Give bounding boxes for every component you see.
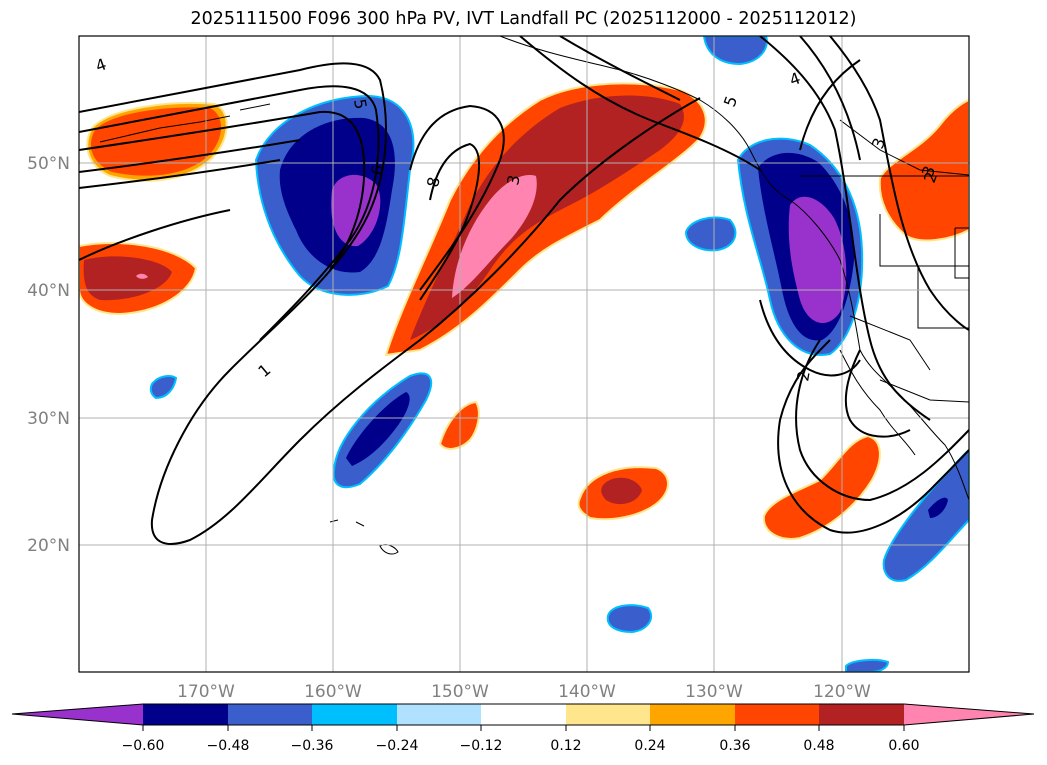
pv-blob-orange-center — [577, 466, 669, 521]
colorbar-extend-low — [12, 704, 143, 725]
colorbar-extend-high — [904, 704, 1034, 725]
lat-tick-label: 50°N — [27, 154, 70, 174]
contour-label: 5 — [350, 97, 370, 110]
colorbar-segment — [819, 704, 904, 725]
colorbar-segment — [312, 704, 397, 725]
lon-tick-labels: 170°W 160°W 150°W 140°W 130°W 120°W — [177, 682, 871, 702]
pv-blob-blue-top — [702, 36, 768, 66]
pv-trough-160w — [254, 94, 415, 296]
lat-tick-labels: 50°N 40°N 30°N 20°N — [27, 154, 70, 556]
pv-blob-blue-s1 — [606, 604, 653, 634]
lon-tick-label: 130°W — [685, 682, 743, 702]
pv-blob-blue-west — [149, 375, 178, 400]
colorbar-tick-label: 0.36 — [719, 738, 750, 754]
pv-blob-orange-s — [438, 400, 480, 450]
map-frame — [78, 35, 970, 673]
plot-area: 4 5 6 8 3 1 5 4 3 3 2 2 — [79, 36, 969, 672]
colorbar-tick-label: −0.48 — [207, 738, 250, 754]
colorbar-tick-label: 0.12 — [550, 738, 581, 754]
colorbar-tick-label: −0.36 — [291, 738, 334, 754]
contour-label: 3 — [503, 173, 523, 186]
lon-tick-label: 170°W — [177, 682, 235, 702]
map-title: 2025111500 F096 300 hPa PV, IVT Landfall… — [190, 9, 857, 29]
pv-trough-south — [332, 372, 433, 489]
colorbar-tick-label: −0.60 — [122, 738, 165, 754]
colorbar-segment — [481, 704, 566, 725]
colorbar-segment — [735, 704, 819, 725]
pv-trough-mexico — [882, 448, 969, 582]
colorbar: −0.60 −0.48 −0.36 −0.24 −0.12 0.12 0.24 … — [11, 703, 1035, 754]
lon-tick-label: 140°W — [558, 682, 616, 702]
lat-tick-label: 30°N — [27, 409, 70, 429]
ivt-contours — [79, 36, 969, 545]
coastlines — [99, 36, 969, 555]
contour-label: 8 — [423, 175, 443, 188]
colorbar-segment — [228, 704, 312, 725]
lon-tick-label: 150°W — [431, 682, 489, 702]
contour-label: 6 — [367, 163, 387, 176]
colorbar-segment — [143, 704, 228, 725]
colorbar-segment — [397, 704, 481, 725]
pv-blob-blue-s2 — [845, 658, 890, 672]
colorbar-segment — [566, 704, 650, 725]
contour-label: 2 — [793, 369, 813, 382]
borders — [800, 175, 969, 403]
lat-tick-label: 40°N — [27, 281, 70, 301]
pv-blob-orange-w — [79, 241, 198, 316]
lat-tick-label: 20°N — [27, 536, 70, 556]
pv-blob-orange-baja — [762, 434, 881, 540]
colorbar-tick-label: 0.24 — [634, 738, 665, 754]
lon-tick-label: 160°W — [304, 682, 362, 702]
lon-tick-label: 120°W — [813, 682, 871, 702]
pv-ridge-diagonal — [384, 82, 707, 357]
colorbar-tick-label: −0.12 — [460, 738, 503, 754]
pv-blob-blue-small — [684, 216, 737, 252]
colorbar-tick-label: 0.60 — [888, 738, 919, 754]
colorbar-tick-label: 0.48 — [803, 738, 834, 754]
pv-trough-coast — [736, 137, 864, 356]
gridlines — [79, 36, 969, 672]
colorbar-segment — [650, 704, 735, 725]
colorbar-tick-label: −0.24 — [376, 738, 419, 754]
